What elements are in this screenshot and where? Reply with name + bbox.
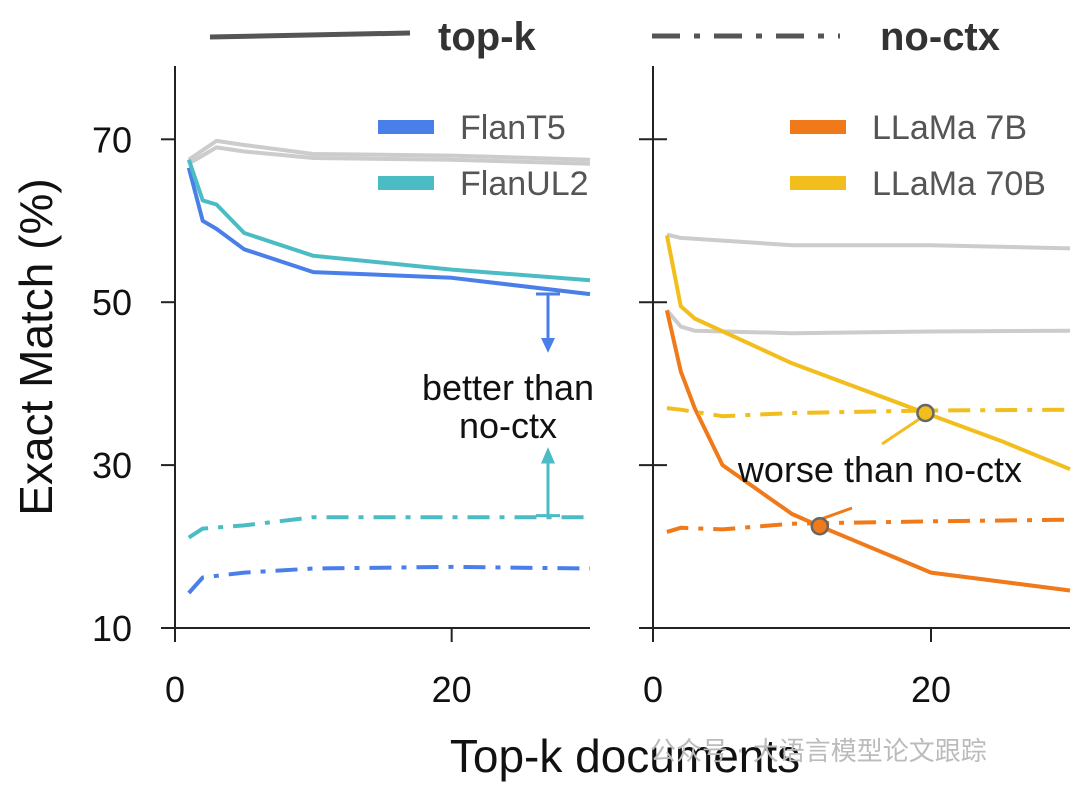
series-line-reference: [665, 309, 1071, 336]
annotation-text: no-ctx: [459, 405, 557, 446]
annotation-arrow: [881, 417, 921, 446]
annotation-text: better than: [422, 367, 594, 408]
watermark: 公众号 · 大语言模型论文跟踪: [650, 737, 987, 767]
series-line-reference: [666, 232, 1071, 251]
x-tick-label: 0: [643, 669, 663, 710]
series-line-no-ctx: [666, 517, 1071, 534]
series-line-no-ctx: [187, 564, 591, 595]
y-tick-label: 30: [92, 445, 132, 486]
y-tick-label: 50: [92, 282, 132, 323]
legend-label: LLaMa 70B: [872, 165, 1046, 203]
legend-label: FlanUL2: [460, 165, 589, 203]
y-tick-label: 70: [92, 119, 132, 160]
crossing-marker: [810, 516, 830, 536]
legend-style-noctx: no-ctx: [880, 15, 1000, 59]
series-line-flanul2: [186, 159, 591, 283]
arrow-head: [541, 338, 555, 353]
crossing-marker: [916, 403, 935, 423]
series-line-flant5: [186, 167, 591, 297]
series-line-no-ctx: [666, 406, 1071, 419]
y-axis-title: Exact Match (%): [10, 178, 62, 515]
legend-label: LLaMa 7B: [872, 109, 1027, 147]
legend-label: FlanT5: [460, 109, 566, 147]
x-axis-title: Top-k documents: [450, 730, 800, 782]
series-line-llama-70b: [664, 235, 1071, 472]
legend-solid-line: [209, 30, 411, 40]
arrow-head: [541, 447, 555, 464]
x-tick-label: 20: [911, 669, 951, 710]
annotation-text: worse than no-ctx: [737, 449, 1022, 490]
legend-style-topk: top-k: [438, 15, 537, 59]
x-tick-label: 0: [165, 669, 185, 710]
series-line-reference: [187, 138, 591, 162]
series-line-reference: [187, 145, 591, 166]
series-line-llama-7b: [664, 309, 1071, 593]
x-tick-label: 20: [432, 669, 472, 710]
y-tick-label: 10: [92, 608, 132, 649]
series-line-no-ctx: [187, 515, 590, 540]
